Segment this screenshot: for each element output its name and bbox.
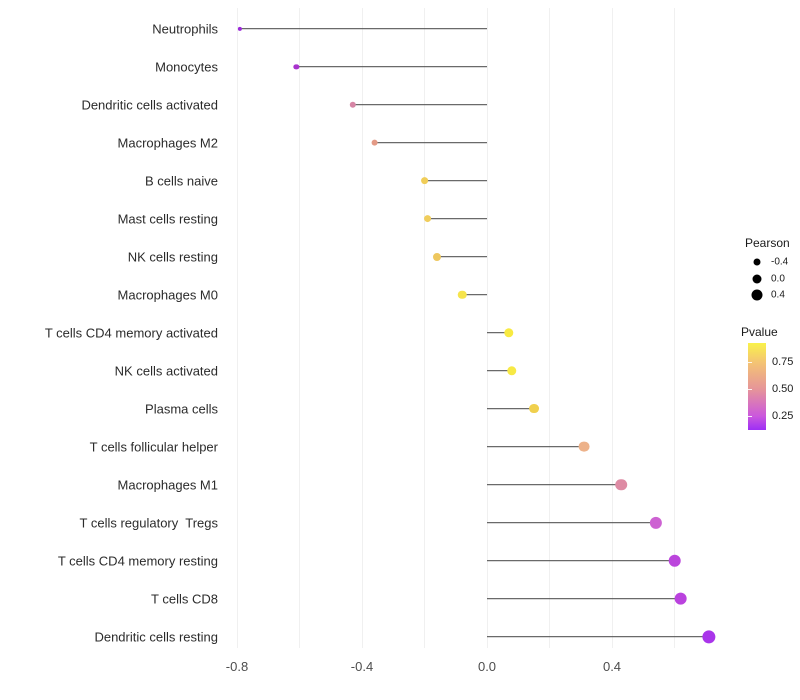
lollipop-stick bbox=[437, 255, 487, 258]
category-label: Macrophages M2 bbox=[117, 135, 218, 150]
colorbar-tick-mark bbox=[748, 389, 752, 390]
lollipop-dot bbox=[423, 214, 432, 223]
lollipop-stick bbox=[487, 597, 681, 600]
x-axis-tick-label: 0.0 bbox=[477, 659, 497, 674]
x-axis-tick-label: -0.8 bbox=[225, 659, 249, 674]
lollipop-dot bbox=[238, 26, 243, 31]
lollipop-stick bbox=[427, 217, 487, 220]
category-label: Neutrophils bbox=[152, 21, 218, 36]
colorbar-tick-label: 0.75 bbox=[772, 356, 794, 368]
lollipop-dot bbox=[674, 592, 688, 605]
colorbar-tick-label: 0.50 bbox=[772, 383, 794, 395]
lollipop-dot bbox=[615, 478, 628, 491]
gridline bbox=[299, 8, 300, 648]
category-label: NK cells resting bbox=[127, 249, 218, 264]
lollipop-stick bbox=[240, 27, 487, 30]
size-legend-dot bbox=[752, 274, 762, 283]
gridline bbox=[611, 8, 613, 648]
category-label: Plasma cells bbox=[145, 401, 218, 416]
x-axis-tick-label: 0.4 bbox=[602, 659, 622, 674]
colorbar-tick-label: 0.25 bbox=[772, 410, 794, 422]
category-label: Dendritic cells resting bbox=[94, 629, 218, 644]
lollipop-stick bbox=[487, 635, 709, 638]
category-label: Mast cells resting bbox=[117, 211, 218, 226]
gridline bbox=[424, 8, 425, 648]
lollipop-stick bbox=[487, 445, 584, 448]
category-label: Monocytes bbox=[155, 59, 218, 74]
lollipop-dot bbox=[432, 252, 442, 261]
lollipop-stick bbox=[487, 559, 675, 562]
lollipop-dot bbox=[702, 629, 716, 644]
category-label: NK cells activated bbox=[114, 363, 218, 378]
category-label: T cells CD4 memory activated bbox=[44, 325, 218, 340]
size-legend-label: -0.4 bbox=[771, 256, 789, 268]
lollipop-dot bbox=[371, 139, 378, 146]
colorbar-tick-mark bbox=[748, 362, 752, 363]
lollipop-stick bbox=[374, 141, 487, 144]
gridline bbox=[549, 8, 550, 648]
lollipop-stick bbox=[487, 331, 509, 334]
category-label: T cells CD8 bbox=[151, 591, 218, 606]
colorbar-tick-mark bbox=[748, 416, 752, 417]
lollipop-dot bbox=[349, 101, 356, 108]
lollipop-dot bbox=[507, 365, 517, 376]
category-label: Macrophages M1 bbox=[117, 477, 218, 492]
lollipop-dot bbox=[457, 290, 467, 299]
gridline bbox=[486, 8, 488, 648]
category-label: Dendritic cells activated bbox=[81, 97, 218, 112]
lollipop-dot bbox=[420, 176, 429, 185]
size-legend-title: Pearson bbox=[745, 236, 790, 250]
gridline bbox=[236, 8, 238, 648]
lollipop-stick bbox=[487, 369, 512, 372]
category-label: T cells follicular helper bbox=[89, 439, 218, 454]
lollipop-stick bbox=[487, 483, 622, 486]
size-legend-dot bbox=[751, 289, 763, 301]
category-label: T cells CD4 memory resting bbox=[57, 553, 218, 568]
lollipop-stick bbox=[424, 179, 487, 182]
lollipop-stick bbox=[462, 293, 487, 296]
category-label: Macrophages M0 bbox=[117, 287, 218, 302]
lollipop-dot bbox=[649, 516, 662, 529]
size-legend-dot bbox=[753, 258, 761, 266]
gridline bbox=[674, 8, 675, 648]
lollipop-dot bbox=[668, 554, 681, 567]
lollipop-stick bbox=[487, 407, 534, 410]
lollipop-stick bbox=[296, 65, 487, 68]
size-legend-label: 0.4 bbox=[771, 289, 785, 301]
category-label: T cells regulatory Tregs bbox=[79, 515, 218, 530]
lollipop-dot bbox=[528, 403, 539, 414]
lollipop-dot bbox=[293, 63, 300, 70]
size-legend-label: 0.0 bbox=[771, 273, 785, 284]
lollipop-stick bbox=[352, 103, 487, 106]
x-axis-tick-label: -0.4 bbox=[350, 659, 374, 674]
lollipop-dot bbox=[578, 441, 590, 452]
category-label: B cells naive bbox=[145, 173, 218, 188]
pvalue-colorbar bbox=[748, 343, 766, 430]
lollipop-stick bbox=[487, 521, 656, 524]
lollipop-dot bbox=[504, 327, 514, 338]
gridline bbox=[361, 8, 363, 648]
color-legend-title: Pvalue bbox=[741, 325, 778, 339]
